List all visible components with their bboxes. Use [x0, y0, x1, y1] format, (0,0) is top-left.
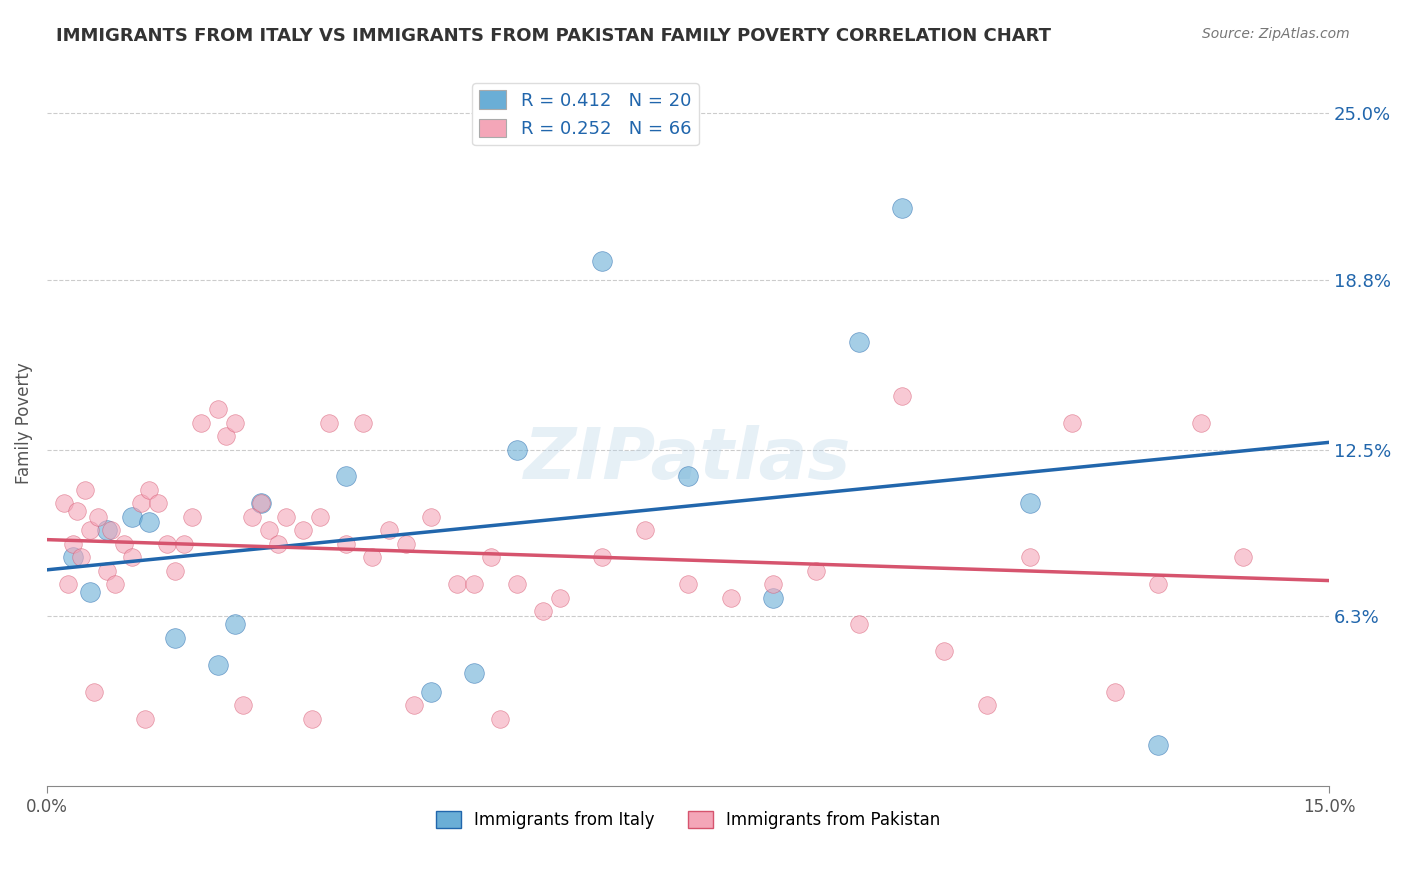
Point: [62, 550, 84, 565]
Point: [121, 509, 143, 524]
Point: [83, 684, 105, 698]
Point: [720, 591, 742, 605]
Legend: Immigrants from Italy, Immigrants from Pakistan: Immigrants from Italy, Immigrants from P…: [429, 804, 946, 836]
Point: [1104, 684, 1126, 698]
Point: [173, 537, 195, 551]
Point: [676, 469, 699, 483]
Point: [1147, 739, 1170, 753]
Point: [890, 201, 912, 215]
Point: [207, 402, 229, 417]
Point: [762, 591, 785, 605]
Point: [404, 698, 426, 712]
Point: [276, 509, 298, 524]
Point: [1018, 550, 1040, 565]
Point: [420, 684, 443, 698]
Point: [463, 665, 485, 680]
Point: [249, 496, 271, 510]
Point: [121, 550, 143, 565]
Point: [506, 442, 529, 457]
Point: [352, 416, 374, 430]
Point: [479, 550, 502, 565]
Point: [506, 577, 529, 591]
Point: [934, 644, 956, 658]
Point: [1062, 416, 1084, 430]
Point: [976, 698, 998, 712]
Point: [301, 712, 323, 726]
Point: [848, 334, 870, 349]
Point: [224, 416, 246, 430]
Point: [634, 523, 657, 537]
Point: [377, 523, 399, 537]
Point: [548, 591, 571, 605]
Point: [112, 537, 135, 551]
Point: [165, 564, 187, 578]
Point: [134, 712, 156, 726]
Point: [257, 523, 280, 537]
Point: [676, 577, 699, 591]
Point: [395, 537, 418, 551]
Y-axis label: Family Poverty: Family Poverty: [15, 362, 32, 483]
Point: [890, 389, 912, 403]
Point: [79, 523, 101, 537]
Point: [591, 550, 613, 565]
Point: [207, 657, 229, 672]
Point: [335, 537, 357, 551]
Point: [87, 509, 110, 524]
Point: [96, 564, 118, 578]
Point: [240, 509, 263, 524]
Point: [420, 509, 443, 524]
Point: [224, 617, 246, 632]
Point: [232, 698, 254, 712]
Text: ZIPatlas: ZIPatlas: [524, 425, 852, 493]
Point: [292, 523, 315, 537]
Point: [318, 416, 340, 430]
Point: [62, 537, 84, 551]
Point: [1189, 416, 1212, 430]
Point: [215, 429, 238, 443]
Point: [70, 550, 93, 565]
Point: [463, 577, 485, 591]
Point: [249, 496, 271, 510]
Point: [138, 515, 160, 529]
Point: [96, 523, 118, 537]
Point: [79, 585, 101, 599]
Point: [591, 254, 613, 268]
Point: [266, 537, 288, 551]
Point: [446, 577, 468, 591]
Point: [1018, 496, 1040, 510]
Point: [335, 469, 357, 483]
Point: [129, 496, 152, 510]
Point: [75, 483, 97, 497]
Point: [66, 504, 89, 518]
Point: [181, 509, 204, 524]
Point: [1147, 577, 1170, 591]
Point: [489, 712, 512, 726]
Point: [360, 550, 382, 565]
Point: [53, 496, 76, 510]
Point: [146, 496, 169, 510]
Point: [190, 416, 212, 430]
Point: [100, 523, 122, 537]
Point: [531, 604, 554, 618]
Point: [165, 631, 187, 645]
Point: [1232, 550, 1254, 565]
Point: [58, 577, 80, 591]
Point: [138, 483, 160, 497]
Text: IMMIGRANTS FROM ITALY VS IMMIGRANTS FROM PAKISTAN FAMILY POVERTY CORRELATION CHA: IMMIGRANTS FROM ITALY VS IMMIGRANTS FROM…: [56, 27, 1052, 45]
Point: [104, 577, 127, 591]
Point: [155, 537, 177, 551]
Point: [848, 617, 870, 632]
Point: [762, 577, 785, 591]
Text: Source: ZipAtlas.com: Source: ZipAtlas.com: [1202, 27, 1350, 41]
Point: [804, 564, 827, 578]
Point: [309, 509, 332, 524]
